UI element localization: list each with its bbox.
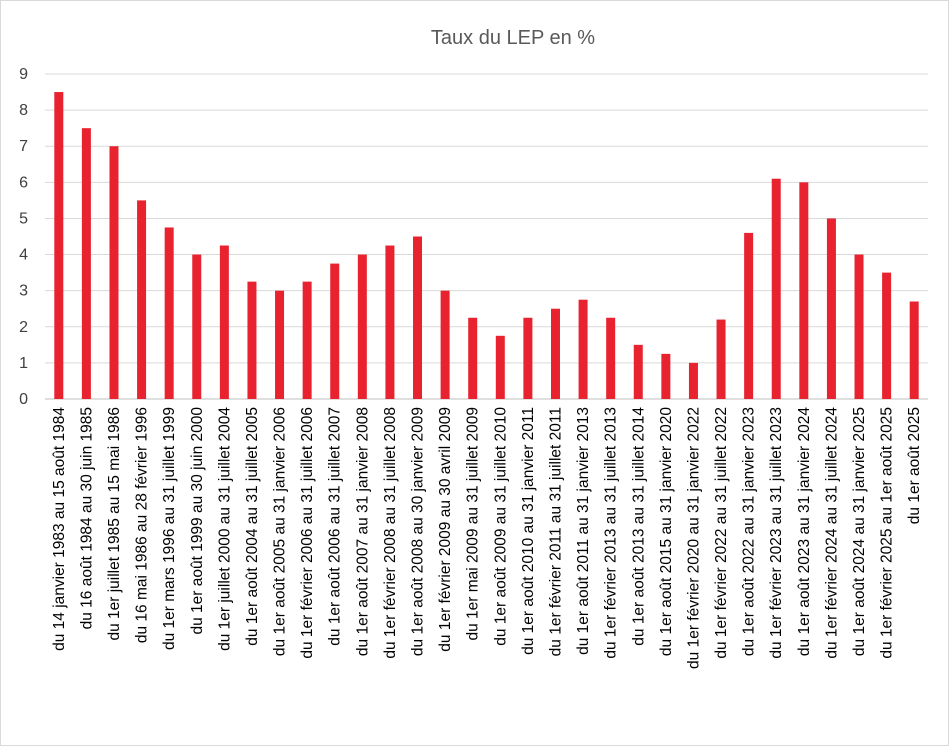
bar [716,319,726,399]
bar [247,281,257,399]
bar [109,146,119,399]
y-tick-label: 6 [19,174,28,191]
y-tick-label: 9 [19,66,28,83]
bar [826,218,836,399]
x-tick-label: du 1er février 2024 au 31 juillet 2024 [823,407,840,659]
bar [495,335,505,399]
x-tick-label: du 1er février 2013 au 31 juillet 2013 [603,407,620,659]
bar [302,281,312,399]
x-tick-label: du 1er février 2009 au 30 avril 2009 [437,407,454,652]
x-axis-tick-labels: du 14 janvier 1983 au 15 août 1984 du 16 … [51,407,923,669]
x-tick-label: du 1er août 2004 au 31 juillet 2005 [244,407,261,646]
bar [854,254,864,399]
bars [54,92,919,400]
bar [771,178,781,399]
x-tick-label: du 1er août 2015 au 31 janvier 2020 [658,407,675,656]
bar [219,245,229,399]
x-tick-label: du 1er février 2006 au 31 juillet 2006 [299,407,316,659]
x-tick-label: du 1er août 2007 au 31 janvier 2008 [354,407,371,656]
y-tick-label: 4 [19,247,28,264]
bar [330,263,340,399]
bar [192,254,202,399]
x-tick-label: du 1er août 2010 au 31 janvier 2011 [520,407,537,655]
bar [357,254,367,399]
bar [413,236,423,399]
bar [578,299,588,399]
x-tick-label: du 1er février 2020 au 31 janvier 2022 [685,407,702,669]
x-tick-label: du 1er août 2022 au 31 janvier 2023 [741,407,758,656]
x-tick-label: du 1er août 2008 au 30 janvier 2009 [410,407,427,656]
y-tick-label: 1 [19,355,28,372]
gridlines [45,73,928,400]
bar [799,182,809,399]
bar [688,362,698,399]
x-tick-label: du 14 janvier 1983 au 15 août 1984 [51,407,68,651]
y-tick-label: 3 [19,283,28,300]
bar [54,92,64,400]
bar [606,317,616,399]
x-tick-label: du 16 août 1984 au 30 juin 1985 [78,407,95,629]
x-tick-label: du 1er août 2006 au 31 juillet 2007 [327,407,344,646]
x-tick-label: du 1er juillet 2000 au 31 juillet 2004 [216,407,233,651]
x-tick-label: du 1er août 2005 au 31 janvier 2006 [272,407,289,656]
x-tick-label: du 1er août 2009 au 31 juillet 2010 [492,407,509,646]
bar [882,272,892,399]
y-axis-tick-labels: 0 1 2 3 4 5 6 7 8 9 [19,66,28,408]
bar [137,200,147,399]
y-tick-label: 5 [19,210,28,227]
x-tick-label: du 1er février 2008 au 31 juillet 2008 [382,407,399,659]
x-tick-label: du 1er mars 1996 au 31 juillet 1999 [161,407,178,650]
x-tick-label: du 16 mai 1986 au 28 février 1996 [134,407,151,643]
x-tick-label: du 1er février 2023 au 31 juillet 2023 [768,407,785,659]
bar [440,290,450,399]
y-tick-label: 8 [19,102,28,119]
x-tick-label: du 1er août 2024 au 31 janvier 2025 [851,407,868,656]
x-tick-label: du 1er août 2013 au 31 juillet 2014 [630,407,647,646]
y-tick-label: 0 [19,391,28,408]
x-tick-label: du 1er août 2011 au 31 janvier 2013 [575,407,592,655]
x-tick-label: du 1er juillet 1985 au 15 mai 1986 [106,407,123,641]
bar [275,290,285,399]
bar [661,353,671,399]
x-tick-label: du 1er août 2023 au 31 janvier 2024 [796,407,813,656]
x-tick-label: du 1er février 2011 au 31 juillet 2011 [547,407,564,656]
bar [468,317,478,399]
x-tick-label: du 1er février 2022 au 31 juillet 2022 [713,407,730,659]
x-tick-label: du 1er février 2025 au 1er août 2025 [879,407,896,659]
y-tick-label: 2 [19,319,28,336]
bar [385,245,395,399]
bar [550,308,560,399]
bar [81,128,91,399]
x-tick-label: du 1er août 1999 au 30 juin 2000 [189,407,206,635]
bar [164,227,174,399]
bar [744,232,754,399]
bar [633,344,643,399]
x-tick-label: du 1er mai 2009 au 31 juillet 2009 [465,407,482,641]
chart-title: Taux du LEP en % [431,27,595,49]
bar [909,301,919,399]
bar [523,317,533,399]
y-tick-label: 7 [19,138,28,155]
x-tick-label: du 1er août 2025 [906,407,923,524]
